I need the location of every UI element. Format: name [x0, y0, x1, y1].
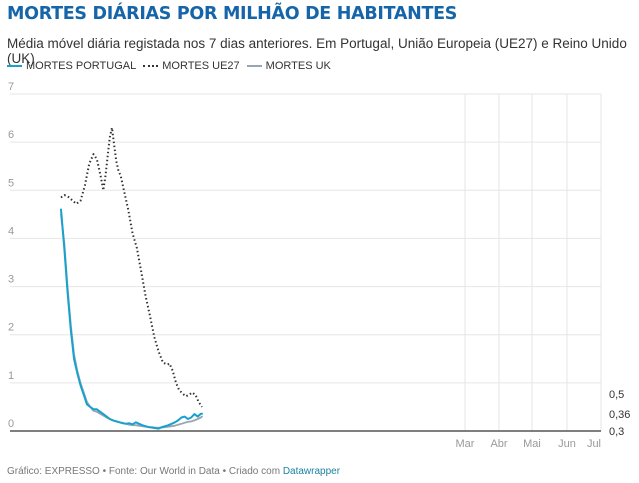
y-tick-label: 6	[8, 129, 14, 141]
x-tick-label: Abr	[490, 438, 507, 450]
y-tick-label: 4	[8, 225, 14, 237]
y-tick-label: 5	[8, 177, 14, 189]
legend-label-uk: MORTES UK	[265, 60, 331, 72]
y-tick-label: 3	[8, 274, 14, 286]
x-tick-label: Mai	[523, 438, 541, 450]
legend-item-uk: MORTES UK	[246, 60, 331, 72]
y-tick-label: 0	[8, 418, 14, 430]
end-value-label: 0,3	[609, 426, 624, 438]
end-value-label: 0,36	[609, 409, 630, 421]
legend: MORTES PORTUGAL MORTES UE27 MORTES UK	[7, 60, 338, 72]
series-line-mortes-portugal	[60, 208, 203, 430]
series-line-mortes-uk	[60, 213, 203, 429]
chart-title: MORTES DIÁRIAS POR MILHÃO DE HABITANTES	[7, 4, 458, 24]
legend-label-ue27: MORTES UE27	[162, 60, 240, 72]
x-tick-label: Jul	[587, 438, 601, 450]
y-tick-label: 1	[8, 370, 14, 382]
legend-swatch-ue27	[143, 65, 159, 67]
y-tick-label: 7	[8, 81, 14, 93]
x-tick-label: Mar	[456, 438, 475, 450]
legend-swatch-uk	[246, 65, 262, 67]
line-chart: 0 1 2 3 4 5 6 7 Mar Abr Mai Jun Jul 0,5 0,36 0,3	[8, 81, 630, 450]
legend-item-ue27: MORTES UE27	[143, 60, 240, 72]
x-tick-label: Jun	[558, 438, 576, 450]
end-value-label: 0,5	[609, 389, 624, 401]
datawrapper-link[interactable]: Datawrapper	[282, 466, 341, 477]
series-line-mortes-ue27	[60, 126, 203, 408]
legend-item-portugal: MORTES PORTUGAL	[7, 60, 136, 72]
chart-footer: Gráfico: EXPRESSO • Fonte: Our World in …	[7, 466, 340, 477]
y-tick-label: 2	[8, 322, 14, 334]
footer-credits: Gráfico: EXPRESSO • Fonte: Our World in …	[7, 466, 283, 477]
legend-label-portugal: MORTES PORTUGAL	[26, 60, 137, 72]
chart-subtitle: Média móvel diária registada nos 7 dias …	[7, 36, 627, 66]
legend-swatch-portugal	[7, 65, 22, 67]
